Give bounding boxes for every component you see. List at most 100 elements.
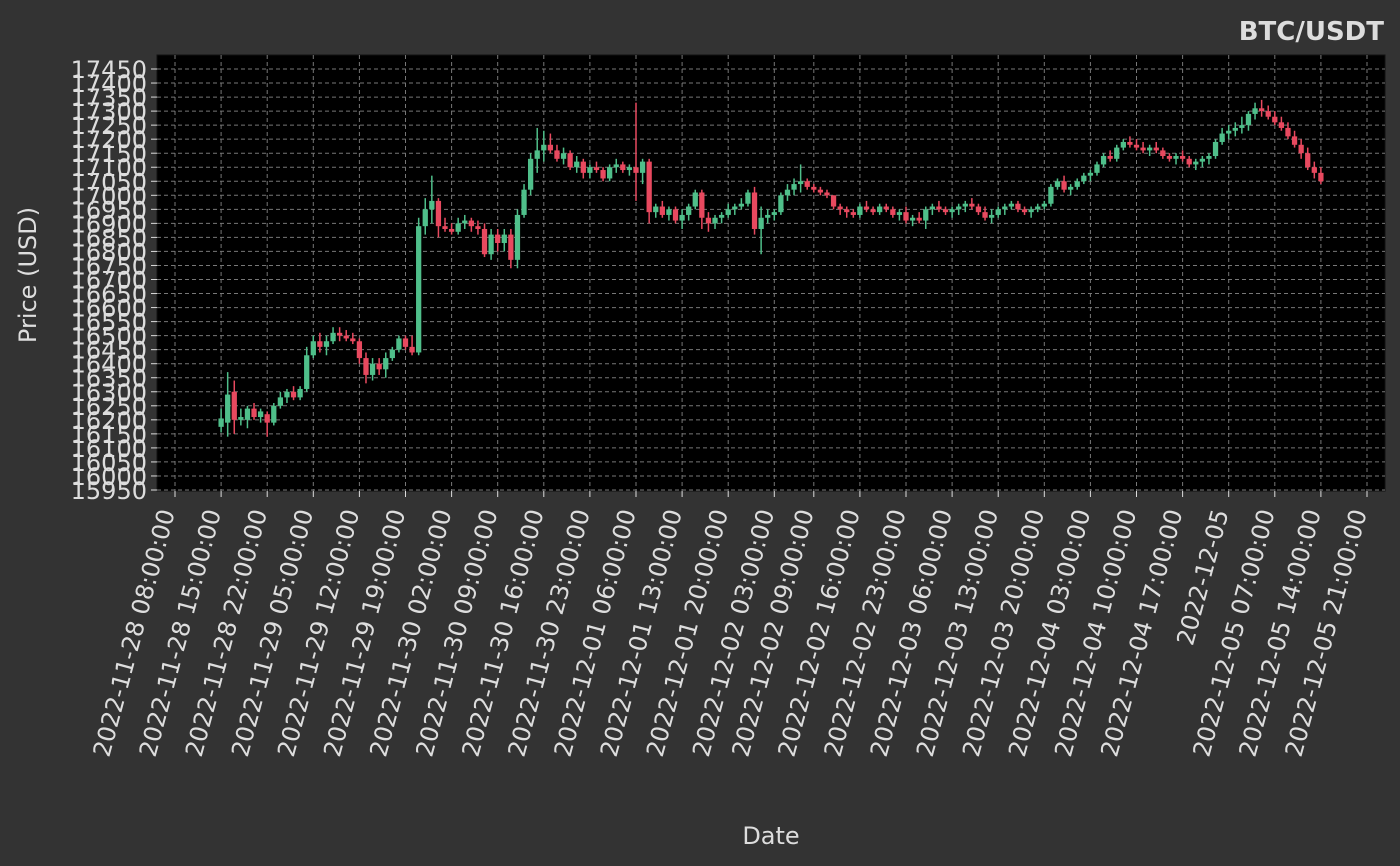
candle-body: [1206, 156, 1212, 159]
candle-body: [1094, 164, 1100, 173]
candle: [337, 327, 343, 342]
candle-body: [521, 189, 527, 215]
candle: [975, 203, 982, 215]
candle-body: [988, 214, 995, 218]
candle-body: [1035, 206, 1041, 210]
candle-body: [429, 200, 435, 210]
plot-area: [156, 54, 1386, 492]
candle: [1100, 153, 1107, 168]
candle-body: [699, 192, 705, 218]
candle-body: [804, 181, 810, 187]
candle: [541, 130, 547, 162]
candle-body: [356, 341, 363, 359]
candle: [850, 209, 856, 218]
candle: [909, 214, 916, 227]
candle-body: [547, 144, 554, 151]
candle: [942, 206, 949, 215]
candle: [923, 206, 929, 229]
candle: [1133, 139, 1140, 151]
candle: [745, 189, 751, 207]
candle: [1186, 156, 1192, 168]
candle-body: [949, 209, 955, 213]
candle-body: [1311, 167, 1317, 173]
y-tick-label: 17250: [71, 112, 147, 140]
candle-body: [1298, 144, 1304, 154]
candle-body: [251, 408, 257, 418]
candle-body: [1173, 156, 1179, 159]
candle-body: [1041, 203, 1047, 207]
candle: [317, 332, 323, 353]
candle-body: [1068, 186, 1074, 190]
candle: [633, 102, 639, 201]
candle-body: [534, 150, 540, 159]
candle: [949, 206, 955, 218]
candle-body: [580, 161, 586, 173]
candle-body: [745, 192, 751, 204]
candle: [1173, 153, 1179, 165]
candle: [1305, 147, 1311, 171]
candle: [1252, 102, 1258, 120]
candle-body: [1140, 147, 1146, 151]
candle-body: [508, 234, 514, 260]
candle: [1239, 116, 1245, 134]
candle-body: [495, 234, 501, 244]
candle: [705, 212, 712, 232]
candle: [1278, 116, 1285, 131]
candle-body: [666, 209, 672, 215]
candle: [560, 147, 567, 165]
candle-body: [837, 206, 843, 210]
candle-body: [1186, 158, 1192, 165]
y-tick-label: 17200: [71, 126, 147, 154]
y-tick-label: 17150: [71, 140, 147, 168]
candle: [244, 405, 251, 429]
candle: [593, 161, 600, 173]
candle-body: [1305, 153, 1311, 168]
candle: [659, 200, 665, 218]
candle-body: [317, 341, 323, 347]
candle-body: [323, 341, 330, 347]
candle-body: [1193, 161, 1199, 165]
candle: [883, 203, 889, 213]
y-tick-label: 17100: [71, 154, 147, 182]
candle: [1258, 99, 1265, 117]
candle-body: [1015, 203, 1021, 210]
candle: [863, 200, 870, 213]
candle: [988, 209, 995, 224]
candle-body: [956, 206, 962, 210]
candle: [837, 203, 843, 215]
candle-body: [1100, 156, 1107, 165]
candle: [732, 203, 738, 215]
candle: [936, 200, 942, 213]
y-tick-label: 16900: [71, 210, 147, 238]
candle: [1318, 167, 1324, 185]
candle: [870, 206, 876, 215]
y-axis-title: Price (USD): [14, 207, 42, 343]
candle-body: [613, 164, 619, 168]
candle: [501, 228, 507, 252]
candle: [218, 408, 224, 433]
candle-body: [1278, 122, 1285, 128]
candle: [435, 198, 442, 238]
candle: [514, 209, 521, 269]
candle-body: [396, 338, 402, 350]
y-tick-label: 16550: [71, 309, 147, 337]
candle: [429, 175, 435, 224]
candle-body: [626, 167, 633, 171]
candle: [653, 203, 659, 218]
y-tick-label: 16950: [71, 196, 147, 224]
candle: [1311, 161, 1317, 179]
candle-body: [1107, 156, 1113, 159]
candle-body: [1272, 116, 1278, 123]
candle-body: [1087, 172, 1094, 176]
candle: [916, 212, 922, 224]
candle-body: [646, 161, 652, 213]
candle-body: [376, 363, 382, 370]
candle: [778, 192, 784, 215]
candle-body: [350, 338, 356, 342]
candle: [1160, 147, 1166, 159]
candle-body: [462, 220, 468, 224]
candle: [1002, 203, 1008, 215]
candle-body: [1212, 141, 1219, 157]
candle-body: [784, 189, 791, 196]
candle: [330, 327, 336, 345]
